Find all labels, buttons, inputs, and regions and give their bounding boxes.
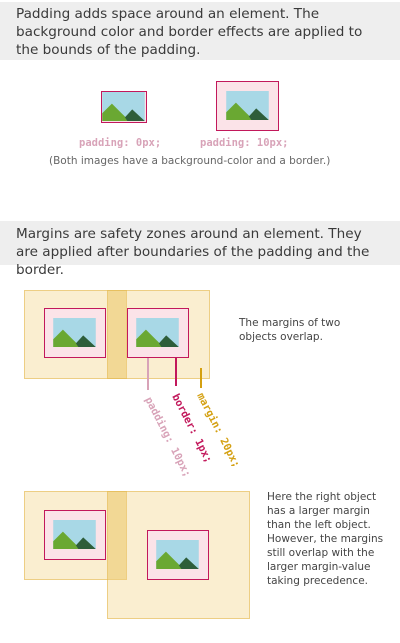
landscape-image — [53, 520, 96, 549]
landscape-image — [136, 318, 179, 347]
left-object — [44, 510, 106, 560]
margin-overlap-zone — [108, 291, 126, 378]
padding-10-label: padding: 10px; — [200, 137, 289, 149]
margin-intro-text: Margins are safety zones around an eleme… — [16, 226, 370, 278]
overlap-note: The margins of two objects overlap. — [239, 317, 341, 343]
padding-intro-text: Padding adds space around an element. Th… — [16, 6, 363, 58]
right-object — [127, 308, 189, 358]
landscape-image — [53, 318, 96, 347]
image-no-padding — [101, 91, 147, 123]
padding-pointer — [147, 358, 149, 390]
margin-intro-banner: Margins are safety zones around an eleme… — [0, 221, 400, 278]
landscape-image — [102, 92, 145, 121]
right-object — [147, 530, 209, 580]
margin-pointer — [200, 368, 202, 388]
padding-intro-banner: Padding adds space around an element. Th… — [0, 2, 400, 60]
border-pointer — [175, 358, 177, 386]
landscape-image — [156, 540, 199, 569]
padding-0-label: padding: 0px; — [79, 137, 162, 149]
larger-margin-note: Here the right object has a larger margi… — [267, 491, 384, 587]
left-object — [44, 308, 106, 358]
image-with-padding — [216, 81, 279, 131]
margin-overlap-zone — [108, 492, 126, 579]
both-images-note: (Both images have a background-color and… — [49, 155, 331, 167]
landscape-image — [226, 91, 269, 120]
